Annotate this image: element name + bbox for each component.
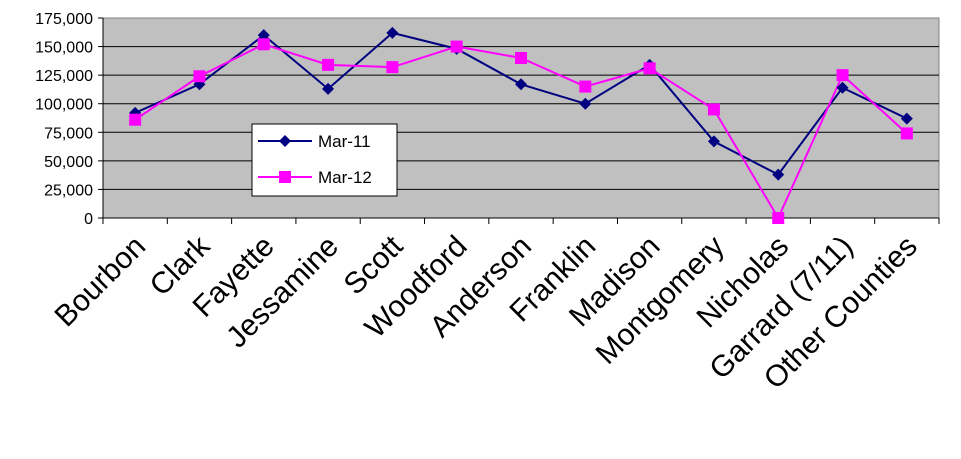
data-point-diamond [515, 78, 527, 91]
data-point-square [772, 212, 785, 224]
data-point-square [515, 52, 527, 64]
data-point-diamond [322, 82, 335, 95]
data-point-square [129, 113, 142, 126]
data-point-diamond [579, 97, 592, 110]
y-tick-label: 100,000 [35, 97, 93, 114]
legend-label-mar-11: Mar-11 [318, 132, 371, 151]
legend-box [251, 123, 398, 197]
y-tick-label: 175,000 [35, 11, 93, 28]
data-point-diamond [772, 168, 785, 181]
data-point-diamond [900, 112, 913, 125]
legend-label-mar-12: Mar-12 [318, 168, 372, 187]
data-point-diamond [386, 26, 399, 39]
data-point-square [450, 40, 463, 53]
legend: Mar-11 Mar-12 [251, 123, 398, 197]
x-axis-ticks: BourbonClarkFayetteJessamineScottWoodfor… [49, 218, 940, 396]
y-tick-label: 75,000 [44, 125, 93, 142]
legend-entry-mar-12: Mar-12 [258, 168, 372, 187]
y-tick-label: 50,000 [44, 154, 93, 171]
data-point-diamond [257, 29, 270, 42]
y-axis-ticks: 0 25,000 50,000 75,000 100,000 125,000 150,000… [35, 11, 103, 228]
plot-area [102, 17, 940, 219]
data-point-square [386, 61, 399, 74]
y-tick-label: 25,000 [44, 182, 93, 199]
y-tick-label: 150,000 [35, 40, 93, 57]
data-point-square [836, 69, 849, 82]
data-point-square [322, 58, 335, 71]
gridlines [103, 46, 939, 190]
data-point-square [257, 38, 270, 51]
data-point-diamond [707, 135, 720, 148]
data-point-square [579, 80, 592, 93]
data-point-square [193, 70, 206, 83]
legend-marker-diamond [279, 135, 291, 147]
legend-marker-square [279, 171, 291, 183]
data-point-square [900, 127, 913, 140]
axes [102, 18, 939, 219]
x-tick-label: Bourbon [49, 230, 153, 334]
data-point-square [707, 103, 720, 116]
y-tick-label: 125,000 [35, 68, 93, 85]
data-point-diamond [836, 81, 849, 94]
series-markers [129, 26, 913, 224]
y-tick-label: 0 [84, 211, 93, 228]
data-point-square [643, 62, 656, 75]
legend-entry-mar-11: Mar-11 [258, 132, 371, 151]
